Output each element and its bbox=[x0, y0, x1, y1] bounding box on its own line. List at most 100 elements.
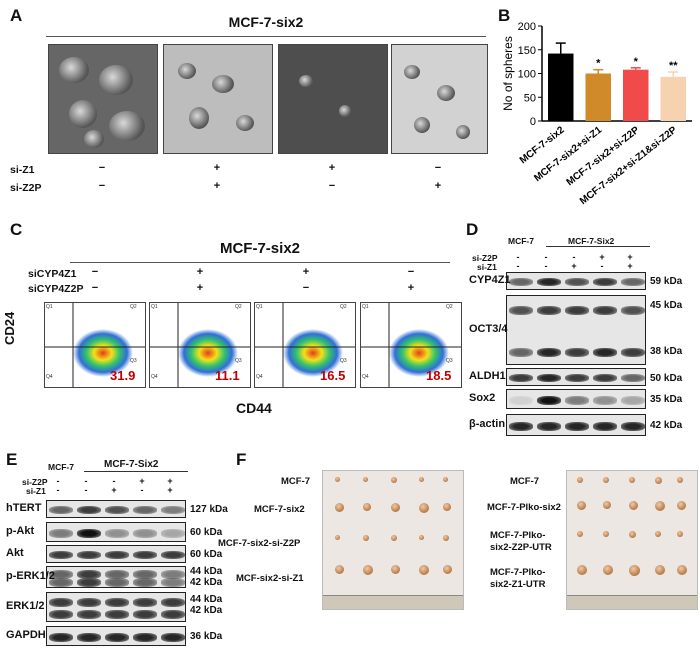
f-right-label: MCF-7-Plko- six2-Z1-UTR bbox=[490, 567, 546, 590]
tumor bbox=[443, 503, 451, 511]
tumor bbox=[335, 477, 340, 482]
y-tick-label: 50 bbox=[524, 92, 536, 104]
tumor bbox=[419, 565, 429, 575]
facs-plot bbox=[360, 302, 462, 388]
f-left-label: MCF-7-six2 bbox=[254, 504, 305, 515]
panel-e-row2-label: si-Z1 bbox=[26, 486, 46, 496]
q3-value: 16.5 bbox=[320, 368, 346, 383]
f-left-label: MCF-six2-si-Z1 bbox=[236, 573, 304, 584]
kda-label: 60 kDa bbox=[190, 527, 223, 538]
treatment-sign: - bbox=[56, 476, 60, 486]
blot-strip bbox=[506, 414, 646, 436]
blot-label: Akt bbox=[6, 547, 24, 559]
treatment-sign: - bbox=[56, 485, 60, 495]
panel-a-row2-label: si-Z2P bbox=[10, 182, 42, 194]
panel-d-letter: D bbox=[466, 220, 479, 239]
quadrant-label: Q2 bbox=[130, 304, 137, 310]
panel-c-row2-label: siCYP4Z2P bbox=[28, 283, 84, 295]
tumor bbox=[391, 477, 397, 483]
tumor bbox=[335, 535, 340, 540]
micrograph-2 bbox=[163, 44, 273, 154]
tumor bbox=[363, 477, 368, 482]
tumor bbox=[677, 477, 683, 483]
kda-label: 35 kDa bbox=[650, 394, 683, 405]
blot-label: OCT3/4 bbox=[469, 323, 508, 335]
panel-c-letter: C bbox=[10, 220, 23, 239]
panel-a-sign: − bbox=[328, 180, 336, 192]
tumor bbox=[391, 503, 400, 512]
tumor bbox=[363, 565, 373, 575]
kda-label: 44 kDa bbox=[190, 566, 223, 577]
bar bbox=[585, 73, 611, 121]
treatment-sign: + bbox=[627, 252, 633, 262]
panel-f-letter: F bbox=[236, 450, 247, 469]
tumor bbox=[677, 531, 683, 537]
quadrant-label: Q3 bbox=[446, 358, 453, 364]
tumor bbox=[629, 565, 640, 576]
treatment-sign: + bbox=[571, 261, 577, 271]
panel-c-sign: − bbox=[91, 266, 99, 278]
tumor bbox=[391, 535, 397, 541]
blot-label: GAPDH bbox=[6, 629, 46, 641]
micrograph-1 bbox=[48, 44, 158, 154]
kda-label: 42 kDa bbox=[190, 605, 223, 616]
blot-strip bbox=[46, 545, 186, 563]
tumor bbox=[419, 503, 429, 513]
quadrant-label: Q1 bbox=[256, 304, 263, 310]
blot-strip bbox=[506, 389, 646, 409]
panel-a-sign: + bbox=[434, 180, 442, 192]
tumor bbox=[677, 501, 686, 510]
tumor bbox=[443, 535, 449, 541]
f-right-label: MCF-7-Plko- six2-Z2P-UTR bbox=[490, 530, 552, 553]
xenograft-photo-right bbox=[566, 470, 698, 610]
facs-xlabel: CD44 bbox=[236, 400, 272, 416]
tumor bbox=[629, 501, 638, 510]
quadrant-label: Q4 bbox=[256, 374, 263, 380]
tumor bbox=[577, 477, 583, 483]
panel-c-sign: − bbox=[91, 282, 99, 294]
blot-label: Sox2 bbox=[469, 392, 496, 404]
tumor bbox=[603, 565, 613, 575]
treatment-sign: + bbox=[599, 252, 605, 262]
blot-label: ERK1/2 bbox=[6, 600, 45, 612]
kda-label: 50 kDa bbox=[650, 373, 683, 384]
panel-a-row1-label: si-Z1 bbox=[10, 164, 35, 176]
tumor bbox=[443, 477, 448, 482]
blot-strip bbox=[506, 368, 646, 386]
kda-label: 44 kDa bbox=[190, 594, 223, 605]
y-tick-label: 0 bbox=[530, 116, 536, 128]
tumor bbox=[577, 531, 583, 537]
q3-value: 31.9 bbox=[110, 368, 136, 383]
panel-c-sign: + bbox=[196, 282, 204, 294]
bar bbox=[548, 53, 574, 121]
treatment-sign: + bbox=[111, 485, 117, 495]
micrograph-4 bbox=[391, 44, 488, 154]
quadrant-label: Q2 bbox=[235, 304, 242, 310]
panel-b-letter: B bbox=[498, 6, 511, 25]
tumor bbox=[391, 565, 400, 574]
tumor bbox=[629, 477, 635, 483]
panel-c-sign: + bbox=[302, 266, 310, 278]
treatment-sign: - bbox=[516, 252, 520, 262]
treatment-sign: - bbox=[600, 261, 604, 271]
panel-e-row1-label: si-Z2P bbox=[22, 477, 48, 487]
treatment-sign: - bbox=[516, 261, 520, 271]
blot-label: p-ERK1/2 bbox=[6, 570, 55, 582]
quadrant-label: Q4 bbox=[151, 374, 158, 380]
blot-strip bbox=[506, 295, 646, 365]
treatment-sign: + bbox=[139, 476, 145, 486]
tumor bbox=[603, 501, 611, 509]
tumor bbox=[419, 477, 424, 482]
quadrant-label: Q1 bbox=[46, 304, 53, 310]
panel-a-sign: − bbox=[98, 180, 106, 192]
kda-label: 36 kDa bbox=[190, 631, 223, 642]
blot-label: hTERT bbox=[6, 502, 42, 514]
panel-c-sign: + bbox=[196, 266, 204, 278]
y-tick-label: 150 bbox=[518, 45, 536, 57]
facs-plot bbox=[254, 302, 356, 388]
panel-a-sign: + bbox=[213, 180, 221, 192]
tumor bbox=[603, 531, 609, 537]
blot-strip bbox=[46, 500, 186, 518]
treatment-sign: + bbox=[627, 261, 633, 271]
